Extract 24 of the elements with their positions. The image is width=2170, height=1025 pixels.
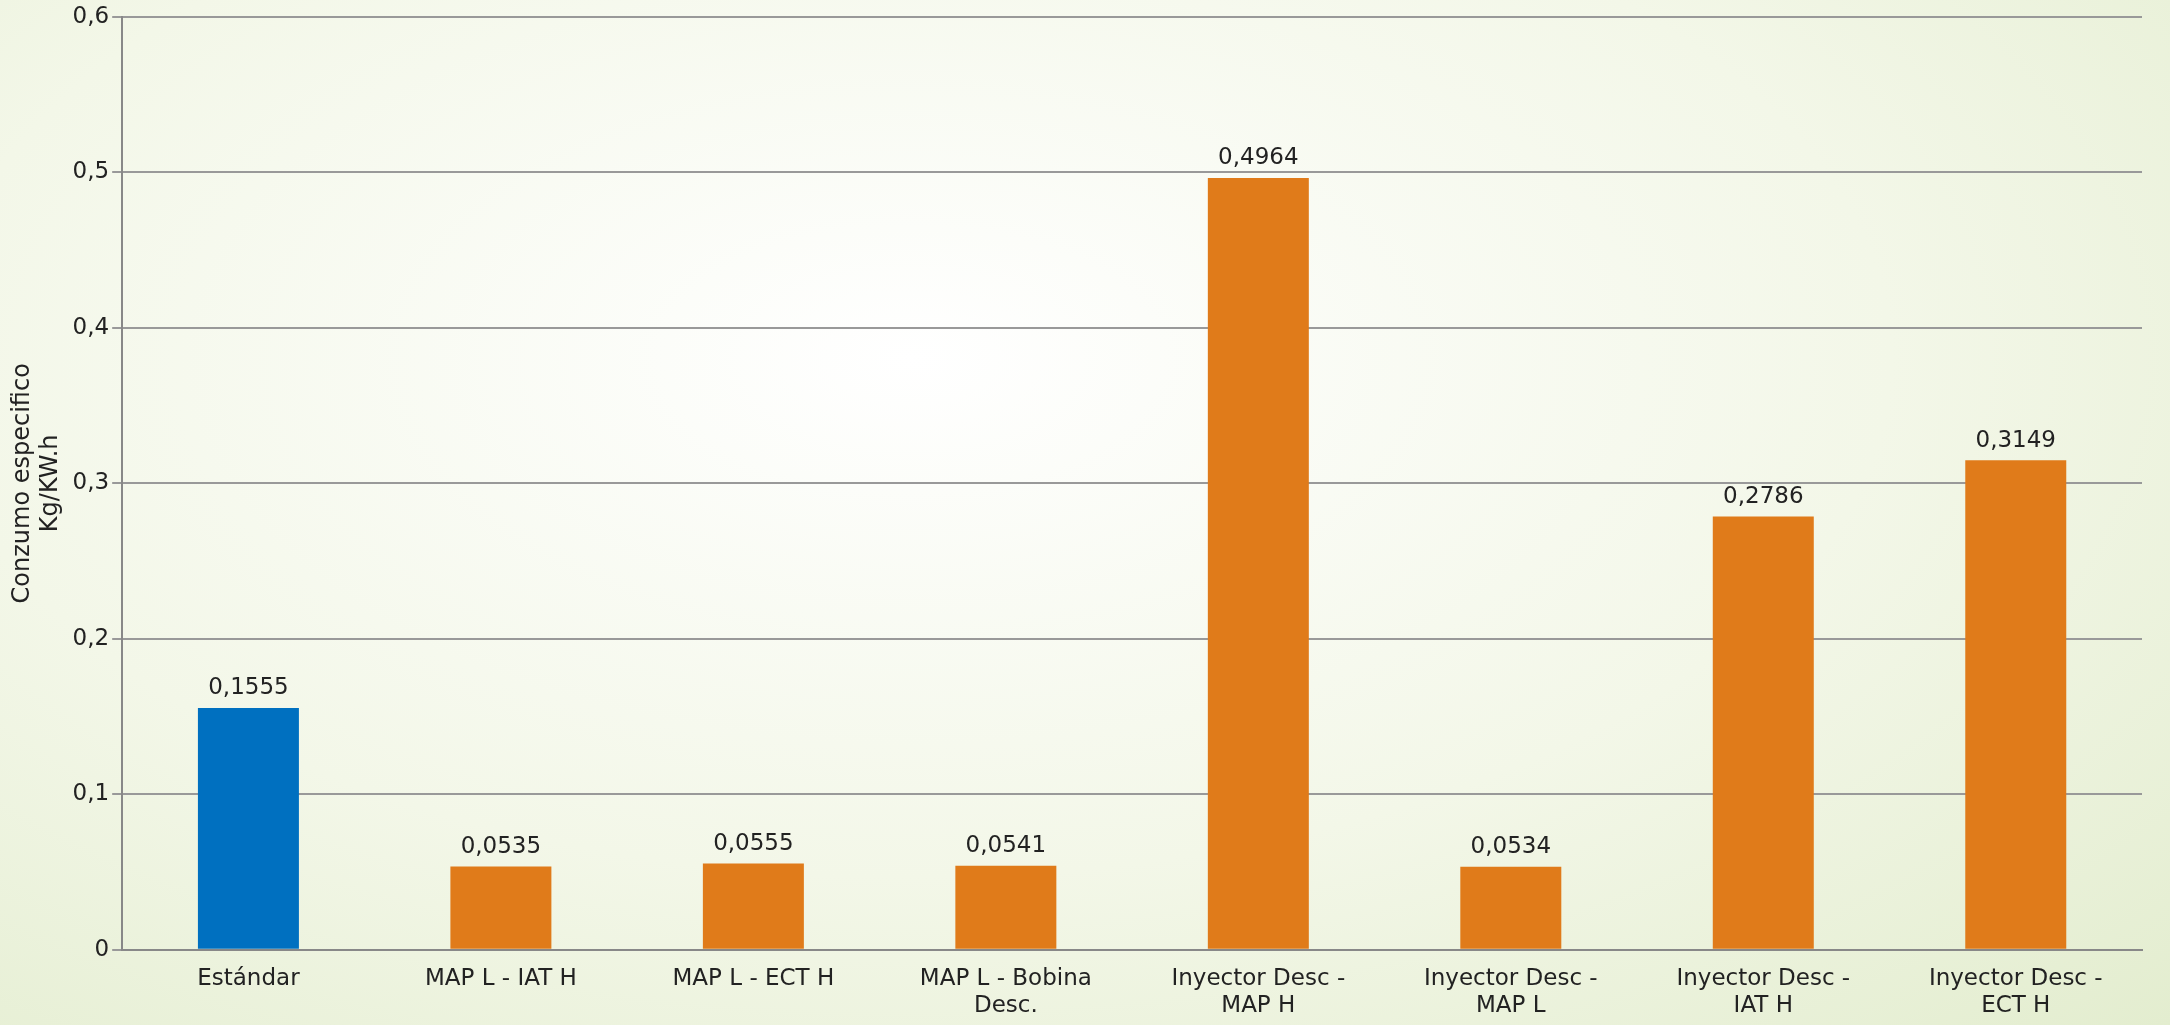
y-tick-label: 0,5 — [72, 157, 110, 184]
y-axis-title: Conzumo especifico Kg/KW.h — [6, 363, 64, 604]
x-tick-label: Inyector Desc - ECT H — [1928, 963, 2103, 1018]
data-label: 0,0541 — [965, 831, 1047, 858]
x-tick-label: Inyector Desc - MAP H — [1171, 963, 1346, 1018]
y-tick-label: 0,4 — [72, 312, 110, 339]
data-label: 0,2786 — [1723, 482, 1804, 509]
x-tick-label: MAP L - ECT H — [672, 963, 835, 990]
data-label: 0,4964 — [1218, 143, 1299, 170]
y-tick-label: 0 — [94, 934, 110, 961]
data-label: 0,0535 — [460, 832, 542, 859]
x-tick-label: MAP L - Bobina Desc. — [919, 963, 1092, 1018]
x-tick-label: Estándar — [197, 963, 301, 990]
x-tick-label: Inyector Desc - IAT H — [1676, 963, 1851, 1018]
data-label: 0,1555 — [208, 673, 289, 700]
y-tick-label: 0,2 — [72, 623, 110, 650]
x-tick-label: Inyector Desc - MAP L — [1423, 963, 1598, 1018]
data-label: 0,0534 — [1470, 832, 1552, 859]
x-tick-label: MAP L - IAT H — [424, 963, 577, 990]
y-tick-label: 0,3 — [72, 468, 110, 495]
data-label: 0,0555 — [713, 828, 794, 855]
data-label: 0,3149 — [1975, 425, 2056, 452]
y-tick-label: 0,6 — [72, 1, 110, 28]
y-tick-label: 0,1 — [72, 779, 110, 806]
